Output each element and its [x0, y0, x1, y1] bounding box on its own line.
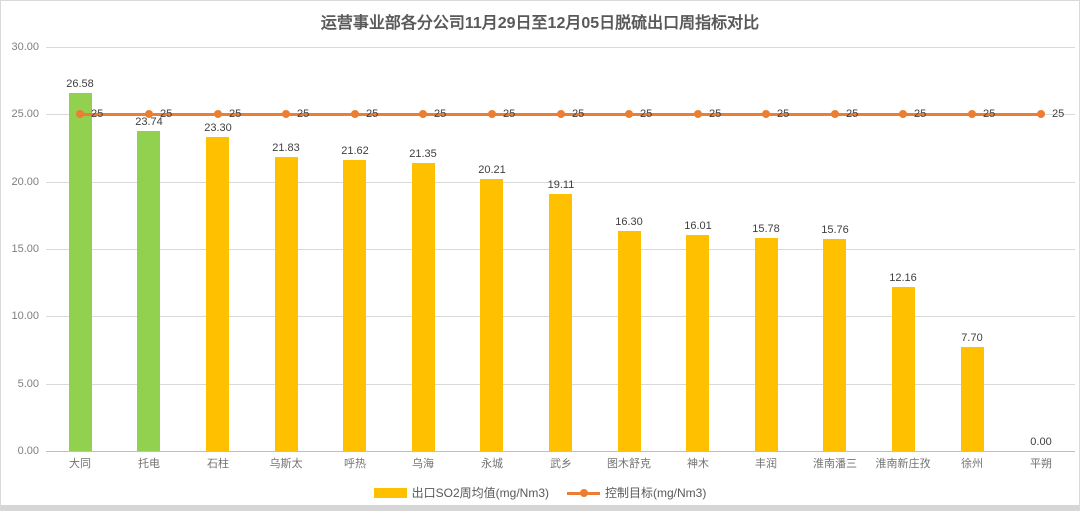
category-label-武乡: 武乡: [550, 458, 572, 470]
bar-data-label: 19.11: [547, 179, 575, 191]
target-data-label: 25: [434, 108, 447, 120]
bar-data-label: 12.16: [889, 272, 917, 284]
bar-武乡[interactable]: [549, 194, 572, 451]
bar-data-label: 23.74: [135, 116, 163, 128]
target-data-label: 25: [1052, 108, 1065, 120]
y-axis-tick-label: 25.00: [11, 108, 39, 120]
target-line-marker: [488, 110, 496, 118]
chart-title: 运营事业部各分公司11月29日至12月05日脱硫出口周指标对比: [320, 15, 760, 32]
y-axis-tick-label: 0.00: [17, 445, 39, 457]
legend: 出口SO2周均值(mg/Nm3) 控制目标(mg/Nm3): [1, 484, 1079, 501]
bar-淮南潘三[interactable]: [823, 239, 846, 451]
target-line-marker: [419, 110, 427, 118]
bar-data-label: 21.62: [341, 145, 369, 157]
legend-item[interactable]: 出口SO2周均值(mg/Nm3): [373, 484, 549, 501]
bar-data-label: 21.83: [272, 142, 300, 154]
target-data-label: 25: [846, 108, 859, 120]
target-line-marker: [351, 110, 359, 118]
bar-data-label: 20.21: [478, 164, 506, 176]
bar-丰润[interactable]: [755, 238, 778, 451]
category-label-永城: 永城: [481, 458, 503, 470]
category-label-大同: 大同: [69, 458, 91, 470]
bar-data-label: 26.58: [66, 78, 94, 90]
target-line-marker: [214, 110, 222, 118]
category-label-托电: 托电: [138, 458, 160, 470]
y-axis-tick-label: 30.00: [11, 41, 39, 53]
category-label-平朔: 平朔: [1030, 458, 1052, 470]
target-data-label: 25: [229, 108, 242, 120]
bar-data-label: 15.78: [752, 223, 780, 235]
category-label-淮南潘三: 淮南潘三: [813, 458, 857, 470]
bar-永城[interactable]: [480, 179, 503, 451]
target-data-label: 25: [297, 108, 310, 120]
bar-乌斯太[interactable]: [275, 157, 298, 451]
target-line-marker: [831, 110, 839, 118]
category-label-石柱: 石柱: [207, 458, 229, 470]
y-axis-tick-label: 20.00: [11, 176, 39, 188]
legend-item[interactable]: 控制目标(mg/Nm3): [567, 484, 706, 501]
bar-data-label: 21.35: [409, 148, 437, 160]
bottom-strip: [1, 505, 1079, 510]
bar-徐州[interactable]: [961, 347, 984, 451]
y-axis-tick-label: 5.00: [17, 378, 39, 390]
y-axis-tick-label: 10.00: [11, 310, 39, 322]
category-label-丰润: 丰润: [755, 458, 777, 470]
y-axis-tick-label: 15.00: [11, 243, 39, 255]
bar-data-label: 15.76: [821, 224, 849, 236]
target-data-label: 25: [983, 108, 996, 120]
category-label-徐州: 徐州: [961, 458, 983, 470]
category-label-神木: 神木: [687, 458, 709, 470]
bar-呼热[interactable]: [343, 160, 366, 451]
target-line-marker: [76, 110, 84, 118]
bar-乌海[interactable]: [412, 163, 435, 451]
target-data-label: 25: [503, 108, 516, 120]
bar-data-label: 23.30: [204, 122, 232, 134]
legend-bar-swatch-icon: [373, 487, 407, 498]
gridline: [46, 47, 1075, 48]
target-data-label: 25: [366, 108, 379, 120]
target-data-label: 25: [91, 108, 104, 120]
target-data-label: 25: [914, 108, 927, 120]
target-data-label: 25: [160, 108, 173, 120]
target-line-marker: [282, 110, 290, 118]
category-label-图木舒克: 图木舒克: [607, 458, 651, 470]
target-line-marker: [968, 110, 976, 118]
target-line-marker: [557, 110, 565, 118]
category-label-乌海: 乌海: [412, 458, 434, 470]
bar-data-label: 16.30: [615, 216, 643, 228]
gridline: [46, 182, 1075, 183]
bar-石柱[interactable]: [206, 137, 229, 451]
target-data-label: 25: [709, 108, 722, 120]
bar-淮南新庄孜[interactable]: [892, 287, 915, 451]
target-data-label: 25: [640, 108, 653, 120]
bar-data-label: 7.70: [961, 332, 983, 344]
bar-data-label: 0.00: [1030, 436, 1052, 448]
category-label-呼热: 呼热: [344, 458, 366, 470]
bar-大同[interactable]: [69, 93, 92, 451]
x-axis-line: [46, 451, 1075, 452]
legend-label: 控制目标(mg/Nm3): [605, 486, 707, 500]
target-line-marker: [899, 110, 907, 118]
bar-托电[interactable]: [137, 131, 160, 451]
target-line-marker: [694, 110, 702, 118]
target-line-marker: [145, 110, 153, 118]
target-data-label: 25: [572, 108, 585, 120]
bar-神木[interactable]: [686, 235, 709, 451]
category-label-淮南新庄孜: 淮南新庄孜: [875, 458, 931, 470]
target-line-marker: [762, 110, 770, 118]
target-data-label: 25: [777, 108, 790, 120]
category-label-乌斯太: 乌斯太: [269, 458, 303, 470]
target-line-marker: [625, 110, 633, 118]
legend-label: 出口SO2周均值(mg/Nm3): [411, 486, 549, 500]
bar-图木舒克[interactable]: [618, 231, 641, 451]
legend-line-swatch-icon: [567, 488, 600, 498]
bar-data-label: 16.01: [684, 220, 712, 232]
target-line-marker: [1037, 110, 1045, 118]
